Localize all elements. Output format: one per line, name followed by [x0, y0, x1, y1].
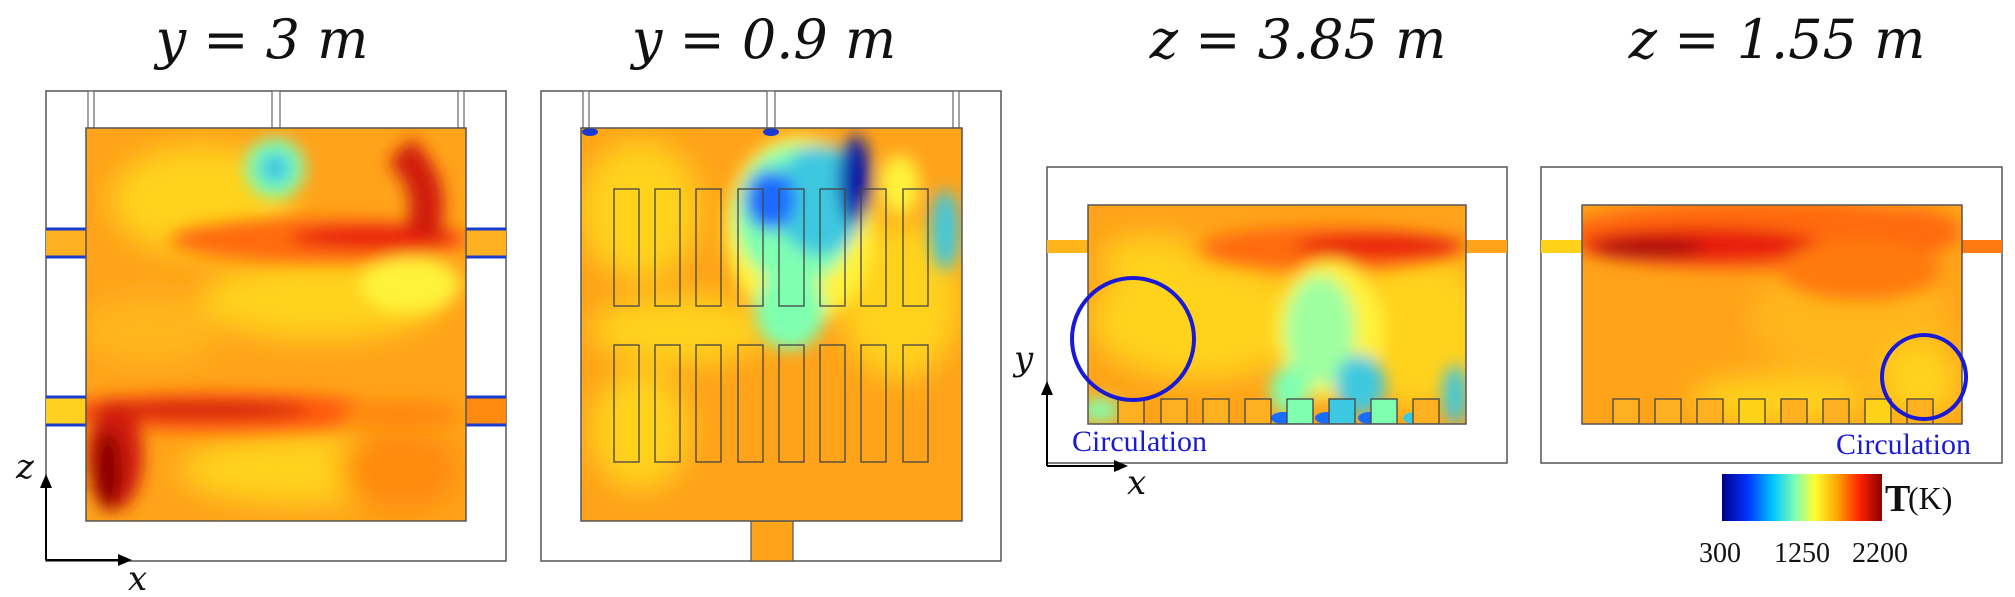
axes-zx: z x [15, 447, 147, 597]
panel-z155-contour [1540, 166, 2003, 464]
axis-label-x: x [128, 559, 147, 597]
panel-title-z155: z = 1.55 m [1628, 8, 1926, 71]
panel-title-y09: y = 0.9 m [630, 8, 896, 71]
colorbar-unit: (K) [1908, 480, 1952, 516]
panel-title-y3: y = 3 m [154, 8, 369, 71]
panel-title-z385: z = 3.85 m [1149, 8, 1447, 71]
colorbar-gradient [1722, 474, 1882, 521]
axes-yx: y x [1012, 339, 1146, 503]
colorbar-tick-max: 2200 [1852, 538, 1908, 569]
colorbar-tick-mid: 1250 [1774, 538, 1830, 569]
circulation-label-left: Circulation [1072, 425, 1207, 458]
axis-label-x-2: x [1127, 463, 1146, 503]
circulation-circle-left [1070, 276, 1196, 402]
axis-label-y: y [1012, 339, 1034, 379]
panel-y3-contour [45, 90, 507, 562]
colorbar-tick-min: 300 [1699, 538, 1741, 569]
circulation-circle-right [1880, 333, 1968, 421]
circulation-label-right: Circulation [1836, 428, 1971, 461]
colorbar-quantity: T [1885, 478, 1910, 520]
colorbar: T (K) 300 1250 2200 [1699, 474, 1952, 569]
axis-label-z: z [15, 447, 35, 487]
panel-y09-contour [540, 90, 1002, 562]
panel-z385-contour [1046, 166, 1508, 464]
